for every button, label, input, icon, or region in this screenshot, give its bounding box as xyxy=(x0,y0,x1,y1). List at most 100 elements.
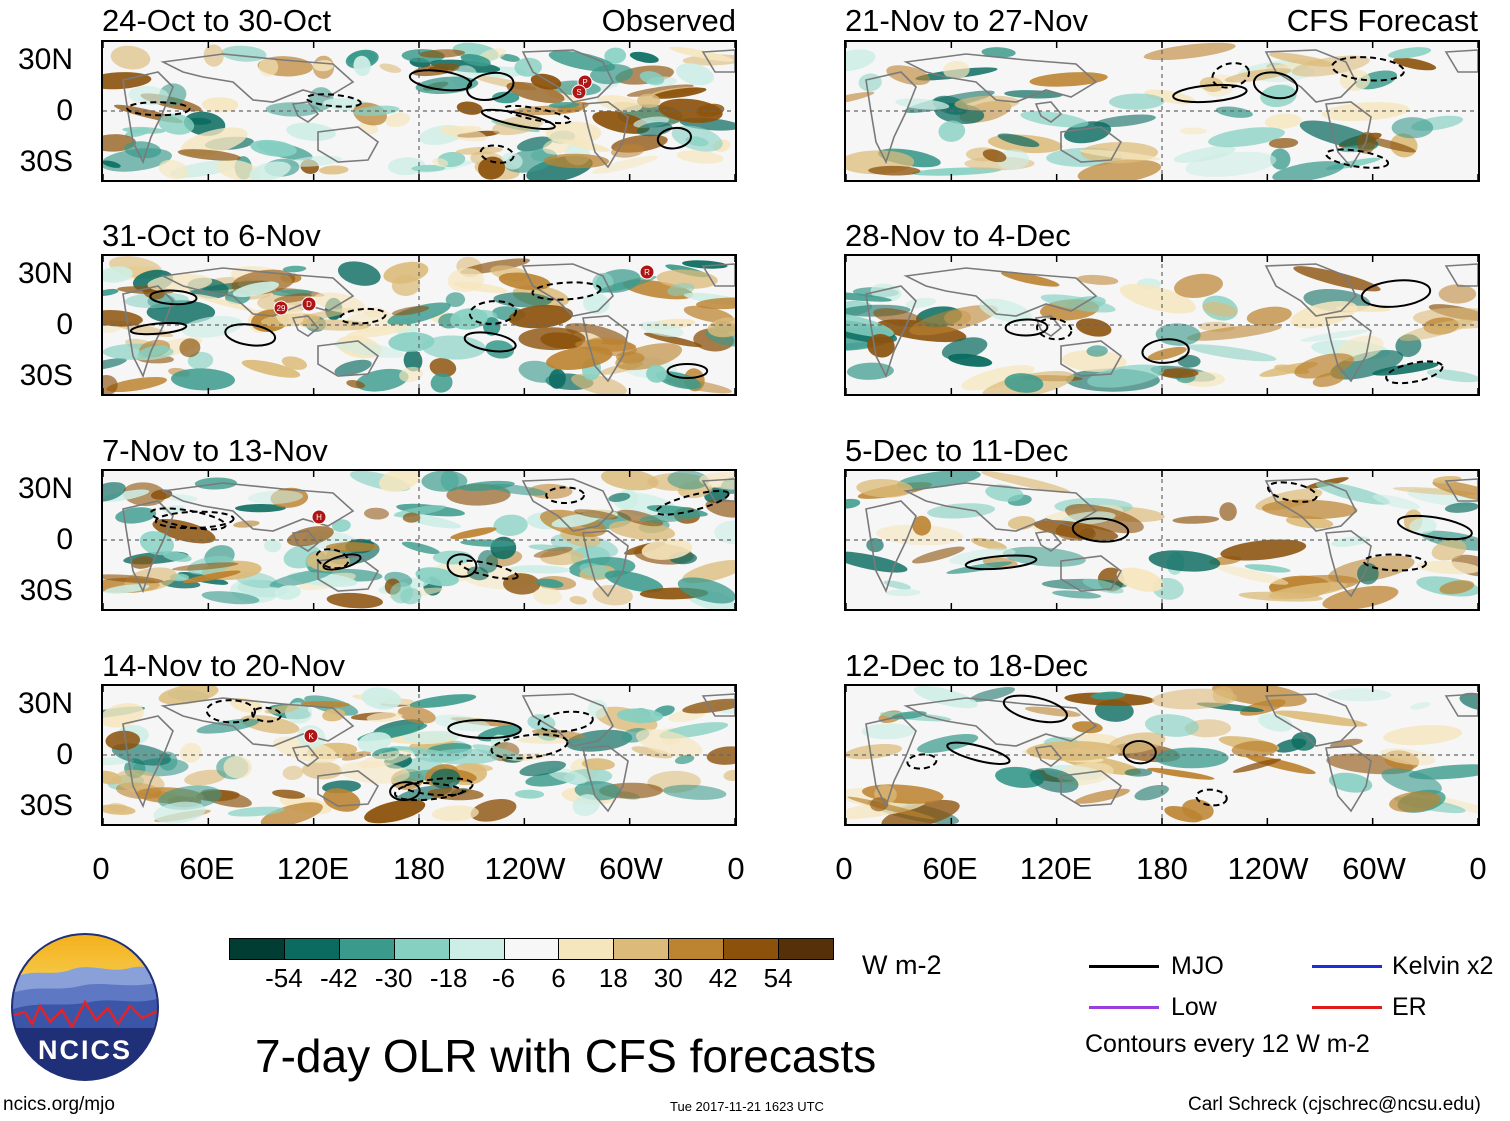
olr-anomaly-blob xyxy=(911,167,1002,176)
olr-anomaly-blob xyxy=(182,570,241,584)
coastline xyxy=(317,770,380,807)
olr-anomaly-blob xyxy=(597,95,643,112)
credit[interactable]: Carl Schreck (cjschrec@ncsu.edu) xyxy=(1188,1094,1481,1115)
coastline xyxy=(1264,49,1357,103)
storm-marker-label: S xyxy=(576,88,581,97)
olr-anomaly-blob xyxy=(1033,520,1119,541)
olr-anomaly-blob xyxy=(1173,146,1236,163)
coastline xyxy=(317,126,380,163)
olr-anomaly-blob xyxy=(616,708,664,723)
colorbar-tick-label: 6 xyxy=(551,963,566,993)
mjo-contour xyxy=(1002,694,1068,724)
olr-anomaly-blob xyxy=(846,498,861,509)
olr-anomaly-blob xyxy=(172,562,239,571)
mjo-contour xyxy=(463,331,517,353)
olr-anomaly-blob xyxy=(1219,502,1237,521)
olr-anomaly-blob xyxy=(196,718,260,734)
olr-anomaly-blob xyxy=(707,317,735,338)
coastline xyxy=(1034,315,1063,337)
olr-anomaly-blob xyxy=(912,546,965,564)
olr-field xyxy=(846,686,1478,824)
olr-anomaly-blob xyxy=(646,365,667,383)
olr-anomaly-blob xyxy=(1417,560,1478,575)
olr-anomaly-blob xyxy=(1001,271,1060,287)
coastline xyxy=(521,478,614,532)
olr-anomaly-blob xyxy=(527,714,556,731)
colorbar-tick-label: -54 xyxy=(265,963,303,993)
olr-anomaly-blob xyxy=(1285,515,1334,529)
olr-anomaly-blob xyxy=(272,789,306,799)
olr-anomaly-blob xyxy=(912,515,932,536)
lon-label-0: 0 xyxy=(1469,851,1487,886)
olr-anomaly-blob xyxy=(1077,159,1162,180)
storm-marker-label: D xyxy=(306,300,312,309)
mjo-contour xyxy=(466,71,515,101)
olr-anomaly-blob xyxy=(493,292,552,308)
coastline xyxy=(865,285,917,379)
lon-label-60e: 60E xyxy=(179,851,235,886)
olr-anomaly-blob xyxy=(1261,499,1358,519)
mjo-contour xyxy=(1266,481,1318,503)
olr-anomaly-blob xyxy=(472,744,523,761)
lon-label-180: 180 xyxy=(1136,851,1188,886)
colorbar-tick-label: -30 xyxy=(374,963,413,993)
olr-anomaly-blob xyxy=(181,316,243,338)
olr-anomaly-blob xyxy=(572,794,600,817)
olr-anomaly-blob xyxy=(103,160,121,168)
coastline xyxy=(582,530,629,598)
olr-anomaly-blob xyxy=(682,560,735,584)
mjo-contour xyxy=(408,69,473,92)
lon-label-180: 180 xyxy=(393,851,445,886)
olr-anomaly-blob xyxy=(1208,127,1285,148)
coastline xyxy=(1264,693,1357,747)
olr-anomaly-blob xyxy=(1061,350,1127,372)
olr-anomaly-blob xyxy=(498,272,551,291)
lat-label-30n: 30N xyxy=(17,687,73,720)
olr-anomaly-blob xyxy=(385,112,411,128)
olr-anomaly-blob xyxy=(286,122,336,141)
mjo-contour xyxy=(154,510,235,530)
coastline xyxy=(317,340,380,377)
olr-anomaly-blob xyxy=(1186,324,1282,341)
mjo-contour xyxy=(1396,514,1473,541)
olr-anomaly-blob xyxy=(415,567,459,587)
olr-anomaly-blob xyxy=(158,113,195,135)
olr-anomaly-blob xyxy=(597,275,657,294)
olr-anomaly-blob xyxy=(379,63,402,73)
olr-anomaly-blob xyxy=(583,292,610,315)
olr-anomaly-blob xyxy=(501,152,523,170)
olr-anomaly-blob xyxy=(470,798,517,822)
olr-anomaly-blob xyxy=(913,686,978,709)
panel-title-5: 21-Nov to 27-Nov xyxy=(845,3,1088,38)
olr-anomaly-blob xyxy=(949,548,1016,565)
olr-anomaly-blob xyxy=(103,288,119,297)
olr-map-forecast-2 xyxy=(844,254,1480,396)
colorbar-cell xyxy=(393,938,450,960)
colorbar-tick-label: -18 xyxy=(429,963,468,993)
site-url[interactable]: ncics.org/mjo xyxy=(3,1094,115,1115)
mjo-contour xyxy=(537,710,594,733)
olr-anomaly-blob xyxy=(1179,127,1208,135)
olr-anomaly-blob xyxy=(137,345,169,358)
lon-label-60w: 60W xyxy=(599,851,663,886)
mjo-contour xyxy=(251,706,282,723)
legend-line-low xyxy=(1089,1006,1159,1009)
mjo-contour xyxy=(480,108,556,130)
coastline xyxy=(1034,101,1063,123)
mjo-contour xyxy=(1363,553,1427,572)
mjo-contour xyxy=(1004,318,1049,337)
olr-anomaly-blob xyxy=(1439,580,1475,595)
lon-label-120e: 120E xyxy=(1019,851,1093,886)
olr-anomaly-blob xyxy=(1381,768,1442,795)
olr-anomaly-blob xyxy=(846,91,875,106)
legend-label-kelvin: Kelvin x2 xyxy=(1392,952,1494,980)
coastline xyxy=(160,53,355,103)
olr-anomaly-blob xyxy=(152,518,216,544)
coastline xyxy=(1060,770,1123,807)
olr-anomaly-blob xyxy=(432,158,449,167)
storm-marker-label: H xyxy=(316,513,322,522)
olr-anomaly-blob xyxy=(150,489,173,500)
legend-label-er: ER xyxy=(1392,993,1427,1021)
olr-anomaly-blob xyxy=(635,729,703,758)
coastline xyxy=(291,315,320,337)
